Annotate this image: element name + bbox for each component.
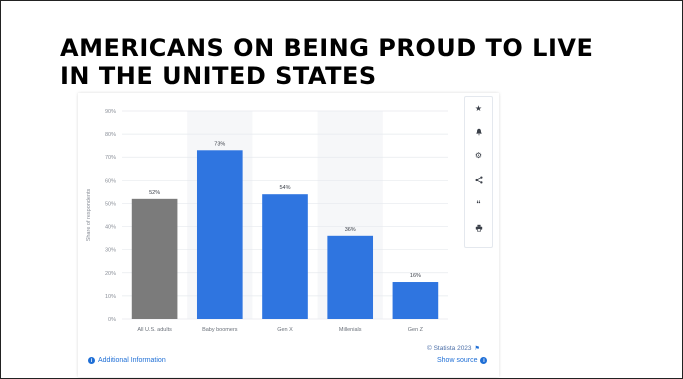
bar-chart: 0% 10% 20% 30% 40% 50% 60% 70% 80% 90% Share of re… — [86, 109, 448, 333]
bar-value-label: 54% — [279, 185, 290, 191]
bell-icon — [475, 128, 482, 136]
show-source-link[interactable]: Show source i — [437, 357, 488, 364]
bar-value-label: 52% — [149, 190, 160, 196]
bar-value-label: 73% — [214, 141, 225, 147]
share-button[interactable] — [470, 171, 487, 188]
bar — [262, 194, 308, 319]
slide-title: AMERICANS ON BEING PROUD TO LIVE IN THE … — [60, 34, 660, 90]
x-tick-label: Millenials — [339, 327, 362, 333]
notification-button[interactable] — [470, 123, 487, 140]
flag-icon: ⚑ — [474, 346, 480, 352]
x-tick-label: Baby boomers — [202, 327, 238, 333]
print-button[interactable] — [470, 219, 487, 236]
star-icon: ★ — [474, 104, 483, 113]
share-icon — [474, 175, 483, 184]
settings-button[interactable]: ⚙ — [470, 147, 487, 164]
statista-chart-widget: 0% 10% 20% 30% 40% 50% 60% 70% 80% 90% Share of re… — [78, 93, 499, 377]
favorite-button[interactable]: ★ — [470, 100, 487, 117]
additional-information-label: Additional Information — [98, 357, 166, 364]
x-tick-label: All U.S. adults — [137, 327, 172, 333]
x-tick-label: Gen X — [277, 327, 293, 333]
bar-value-label: 36% — [345, 227, 356, 233]
y-tick-label: 50% — [105, 201, 116, 207]
slide-title-line-2: IN THE UNITED STATES — [60, 62, 377, 90]
y-tick-label: 70% — [105, 155, 116, 161]
cite-button[interactable]: “ — [470, 195, 487, 212]
bar — [392, 282, 439, 319]
y-tick-label: 80% — [105, 132, 116, 138]
slide-title-line-1: AMERICANS ON BEING PROUD TO LIVE — [60, 34, 594, 62]
y-tick-label: 90% — [105, 109, 116, 115]
bar — [327, 235, 374, 319]
chart-toolbar: ★ ⚙ “ — [464, 96, 493, 248]
bar — [131, 198, 178, 319]
bar — [196, 150, 243, 319]
additional-information-link[interactable]: i Additional Information — [88, 357, 166, 364]
info-icon: i — [88, 357, 95, 364]
show-source-label: Show source — [437, 357, 478, 364]
y-tick-label: 10% — [105, 294, 116, 300]
quote-icon: “ — [476, 198, 481, 209]
y-axis-label: Share of respondents — [86, 188, 92, 241]
copyright-label: © Statista 2023 — [427, 345, 472, 352]
x-tick-label: Gen Z — [408, 327, 424, 333]
y-tick-label: 0% — [108, 317, 116, 323]
y-tick-label: 40% — [105, 225, 116, 231]
copyright-notice: © Statista 2023 ⚑ — [427, 345, 480, 352]
y-tick-label: 20% — [105, 271, 116, 277]
gear-icon: ⚙ — [474, 151, 483, 160]
info-icon: i — [480, 357, 488, 364]
print-icon — [475, 224, 482, 232]
y-tick-label: 30% — [105, 248, 116, 254]
y-tick-label: 60% — [105, 178, 116, 184]
bar-value-label: 16% — [410, 273, 421, 279]
